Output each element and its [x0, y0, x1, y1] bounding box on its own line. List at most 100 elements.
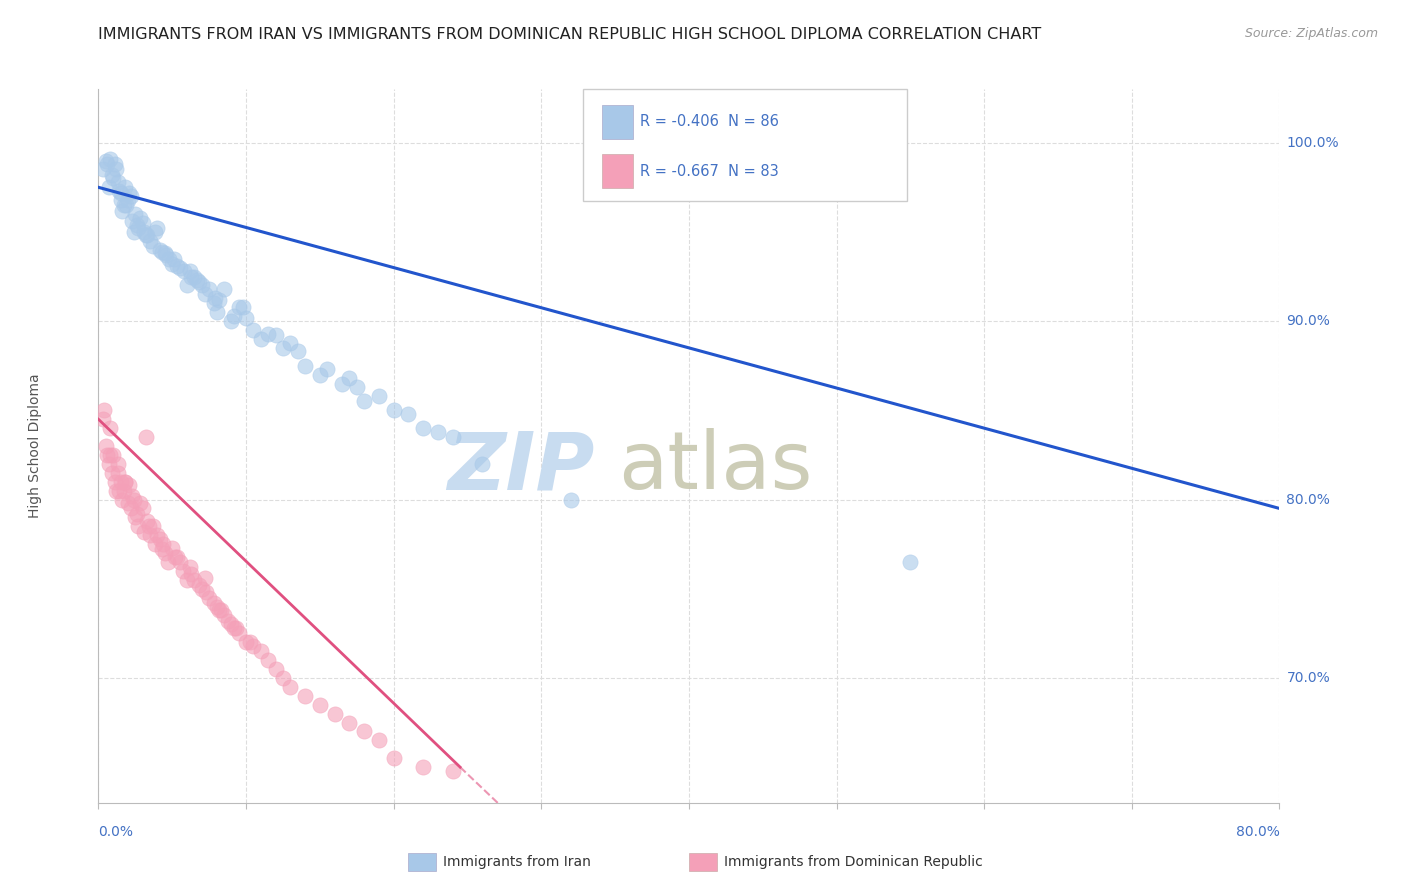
Point: [108, 483, 131, 498]
Point: [239, 635, 262, 649]
Text: R = -0.667  N = 83: R = -0.667 N = 83: [640, 163, 779, 178]
Point: [120, 501, 142, 516]
Point: [103, 171, 125, 186]
Point: [98, 152, 121, 166]
Point: [114, 475, 136, 489]
Point: [104, 157, 127, 171]
Point: [91, 162, 114, 177]
Point: [150, 542, 173, 557]
Text: 0.0%: 0.0%: [98, 825, 134, 839]
Point: [441, 430, 464, 444]
Point: [136, 514, 159, 528]
Point: [110, 186, 132, 200]
Point: [278, 335, 302, 350]
Text: 100.0%: 100.0%: [1286, 136, 1339, 150]
Point: [153, 246, 176, 260]
Point: [209, 603, 232, 617]
Point: [96, 448, 118, 462]
Point: [138, 519, 160, 533]
Text: 90.0%: 90.0%: [1286, 314, 1330, 328]
Point: [441, 764, 464, 778]
Text: IMMIGRANTS FROM IRAN VS IMMIGRANTS FROM DOMINICAN REPUBLIC HIGH SCHOOL DIPLOMA C: IMMIGRANTS FROM IRAN VS IMMIGRANTS FROM …: [98, 27, 1042, 42]
Point: [212, 608, 235, 623]
Point: [150, 244, 173, 259]
Point: [250, 644, 273, 658]
Point: [103, 448, 125, 462]
Point: [179, 560, 201, 574]
Point: [125, 507, 148, 521]
Point: [271, 671, 294, 685]
Point: [195, 585, 218, 599]
Point: [287, 344, 309, 359]
Point: [98, 448, 121, 462]
Point: [208, 293, 231, 307]
Point: [471, 457, 494, 471]
Point: [134, 524, 156, 539]
Point: [202, 296, 225, 310]
Point: [183, 573, 205, 587]
Point: [100, 168, 122, 182]
Point: [162, 541, 183, 555]
Point: [176, 278, 198, 293]
Point: [208, 603, 231, 617]
Point: [121, 214, 143, 228]
Text: Source: ZipAtlas.com: Source: ZipAtlas.com: [1244, 27, 1378, 40]
Point: [186, 273, 208, 287]
Point: [110, 193, 132, 207]
Point: [316, 362, 339, 376]
Point: [135, 228, 157, 243]
Point: [382, 751, 405, 765]
Point: [368, 733, 391, 747]
Point: [132, 501, 155, 516]
Point: [278, 680, 302, 694]
Text: 70.0%: 70.0%: [1286, 671, 1330, 685]
Point: [142, 239, 165, 253]
Point: [173, 264, 195, 278]
Point: [205, 599, 228, 614]
Point: [368, 389, 391, 403]
Point: [155, 248, 177, 262]
Point: [294, 359, 316, 373]
Point: [346, 380, 368, 394]
Point: [100, 466, 122, 480]
Point: [117, 496, 139, 510]
Point: [271, 341, 294, 355]
Point: [94, 153, 117, 168]
Point: [149, 243, 172, 257]
Point: [127, 519, 149, 533]
Point: [107, 466, 129, 480]
Point: [224, 621, 246, 635]
Point: [187, 275, 209, 289]
Point: [202, 596, 225, 610]
Point: [412, 760, 434, 774]
Point: [353, 724, 375, 739]
Point: [139, 528, 162, 542]
Point: [128, 211, 150, 225]
Point: [337, 715, 360, 730]
Text: Immigrants from Dominican Republic: Immigrants from Dominican Republic: [724, 855, 983, 869]
Point: [143, 537, 166, 551]
Point: [169, 555, 191, 569]
Point: [194, 571, 217, 585]
Point: [93, 403, 115, 417]
Point: [128, 496, 150, 510]
Point: [105, 162, 128, 177]
Point: [382, 403, 405, 417]
Point: [165, 549, 187, 564]
Point: [122, 225, 145, 239]
Point: [139, 234, 162, 248]
Point: [166, 259, 188, 273]
Point: [219, 314, 243, 328]
Point: [97, 457, 120, 471]
Point: [118, 478, 141, 492]
Point: [156, 555, 179, 569]
Point: [228, 626, 250, 640]
Point: [97, 180, 120, 194]
Point: [412, 421, 434, 435]
Point: [111, 492, 134, 507]
Point: [146, 221, 169, 235]
Point: [125, 218, 148, 232]
Point: [134, 225, 156, 239]
Text: 80.0%: 80.0%: [1286, 492, 1330, 507]
Point: [204, 291, 226, 305]
